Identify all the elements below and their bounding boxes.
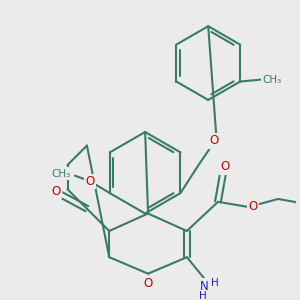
Text: CH₃: CH₃ [52,169,71,179]
Text: H: H [199,291,206,300]
Text: N: N [200,280,209,293]
Text: H: H [211,278,219,288]
Text: CH₃: CH₃ [262,75,282,85]
Text: O: O [143,277,153,290]
Text: O: O [220,160,230,173]
Text: O: O [210,134,219,147]
Text: O: O [51,185,61,198]
Text: O: O [86,175,95,188]
Text: O: O [248,200,257,213]
